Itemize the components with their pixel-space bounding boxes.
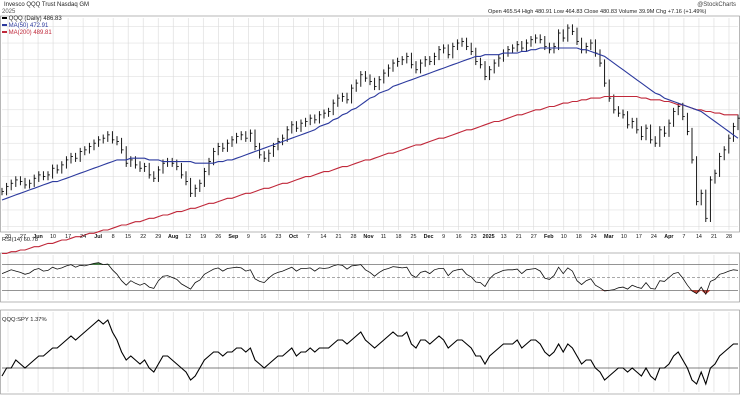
x-tick-label: 17 bbox=[65, 234, 71, 240]
x-tick-label: 27 bbox=[531, 234, 537, 240]
x-tick-label: 10 bbox=[561, 234, 567, 240]
x-tick-label: 10 bbox=[621, 234, 627, 240]
x-tick-label: Feb bbox=[544, 234, 554, 240]
rsi-line bbox=[1, 262, 739, 296]
x-tick-label: 29 bbox=[155, 234, 161, 240]
ratio-legend: QQQ:SPY 1.37% bbox=[2, 317, 47, 323]
panel-border bbox=[0, 309, 740, 395]
x-tick-label: 18 bbox=[396, 234, 402, 240]
x-tick-label: 2025 bbox=[483, 234, 495, 240]
x-tick-label: 28 bbox=[350, 234, 356, 240]
x-tick-label: Mar bbox=[604, 234, 614, 240]
x-tick-label: 27 bbox=[20, 234, 26, 240]
rsi-legend: RSI(14) 60.78 bbox=[2, 237, 39, 243]
x-tick-label: Sep bbox=[228, 234, 239, 240]
x-tick-label: Nov bbox=[363, 234, 373, 240]
x-tick-label: 10 bbox=[50, 234, 56, 240]
x-tick-label: 7 bbox=[307, 234, 310, 240]
x-tick-label: 24 bbox=[591, 234, 597, 240]
x-tick-label: Oct bbox=[289, 234, 298, 240]
watermark: @StockCharts bbox=[697, 2, 736, 8]
x-tick-label: 28 bbox=[726, 234, 732, 240]
x-tick-label: 14 bbox=[696, 234, 702, 240]
x-tick-label: 16 bbox=[456, 234, 462, 240]
x-axis: 20 27 Jun 10 17 24 Jul 8 15 22 29 Aug 12 19 26 Sep 9 16 23… bbox=[5, 234, 732, 240]
x-tick-label: 11 bbox=[381, 234, 387, 240]
ma50-line bbox=[1, 47, 739, 201]
price-legend-text: QQQ (Daily) 486.83 bbox=[8, 16, 62, 22]
date-fragment: 2025 bbox=[2, 9, 16, 15]
price-legend-swatch bbox=[2, 17, 7, 20]
ma200-legend: MA(200) 489.81 bbox=[2, 30, 52, 37]
rsi-oversold-fill bbox=[701, 290, 706, 295]
x-tick-label: 12 bbox=[185, 234, 191, 240]
ma50-legend-swatch bbox=[2, 24, 7, 27]
x-tick-label: 23 bbox=[471, 234, 477, 240]
x-tick-label: 14 bbox=[320, 234, 326, 240]
ma200-legend-text: MA(200) 489.81 bbox=[8, 30, 52, 36]
price-legend: QQQ (Daily) 486.83 bbox=[2, 16, 62, 23]
x-tick-label: Aug bbox=[168, 234, 178, 240]
x-tick-label: 26 bbox=[215, 234, 221, 240]
x-tick-label: 19 bbox=[200, 234, 206, 240]
rsi-panel bbox=[1, 262, 739, 296]
x-tick-label: Dec bbox=[424, 234, 434, 240]
x-tick-label: Jun bbox=[33, 234, 43, 240]
chart-title: Invesco QQQ Trust Nasdaq GM bbox=[4, 2, 90, 8]
x-tick-label: 8 bbox=[112, 234, 115, 240]
x-tick-label: 9 bbox=[442, 234, 445, 240]
x-tick-label: 13 bbox=[501, 234, 507, 240]
x-tick-label: 25 bbox=[411, 234, 417, 240]
rsi-oversold-fill bbox=[687, 290, 692, 291]
x-tick-label: 21 bbox=[516, 234, 522, 240]
x-tick-label: 20 bbox=[5, 234, 11, 240]
ma50-legend-text: MA(50) 472.91 bbox=[8, 23, 49, 29]
rsi-oversold-fill bbox=[696, 290, 702, 294]
x-tick-label: 24 bbox=[80, 234, 86, 240]
x-tick-label: Apr bbox=[664, 234, 674, 240]
x-tick-label: 22 bbox=[140, 234, 146, 240]
x-tick-label: Jul bbox=[94, 234, 102, 240]
rsi-overbought-fill bbox=[107, 264, 113, 265]
panel-border bbox=[0, 15, 740, 233]
ma50-legend: MA(50) 472.91 bbox=[2, 23, 48, 30]
ohlc-readout: Open 465.54 High 480.91 Low 464.83 Close… bbox=[488, 9, 707, 15]
x-tick-label: 21 bbox=[335, 234, 341, 240]
ratio-line bbox=[1, 319, 738, 386]
x-tick-label: 15 bbox=[125, 234, 131, 240]
ma200-legend-swatch bbox=[2, 31, 7, 34]
x-tick-label: 17 bbox=[636, 234, 642, 240]
x-tick-label: 24 bbox=[651, 234, 657, 240]
panel-borders bbox=[0, 15, 740, 395]
grid-layer bbox=[2, 18, 738, 392]
ma200-line bbox=[2, 95, 738, 254]
x-tick-label: 16 bbox=[260, 234, 266, 240]
x-tick-label: 23 bbox=[275, 234, 281, 240]
ratio-panel bbox=[1, 319, 738, 386]
x-tick-label: 7 bbox=[682, 234, 685, 240]
x-tick-label: 21 bbox=[711, 234, 717, 240]
x-tick-label: 18 bbox=[576, 234, 582, 240]
x-tick-label: 9 bbox=[247, 234, 250, 240]
price-panel bbox=[1, 24, 740, 254]
